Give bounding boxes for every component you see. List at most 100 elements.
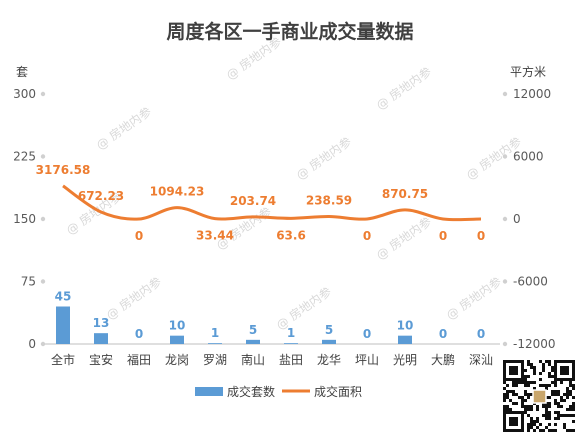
- qr-module: [548, 363, 551, 366]
- qr-module: [536, 417, 539, 420]
- qr-module: [527, 429, 530, 432]
- qr-module: [503, 378, 506, 381]
- qr-module: [512, 369, 515, 372]
- qr-module: [521, 420, 524, 423]
- qr-module: [554, 411, 557, 414]
- qr-module: [515, 402, 518, 405]
- qr-module: [503, 363, 506, 366]
- qr-module: [503, 429, 506, 432]
- bar: [284, 343, 298, 344]
- qr-module: [521, 396, 524, 399]
- qr-module: [503, 408, 506, 411]
- qr-module: [545, 387, 548, 390]
- qr-module: [557, 414, 560, 417]
- qr-module: [515, 360, 518, 363]
- qr-module: [536, 420, 539, 423]
- legend-label-line: 成交面积: [314, 384, 362, 399]
- qr-module: [554, 417, 557, 420]
- line-data-label: 63.6: [276, 228, 306, 242]
- qr-module: [563, 369, 566, 372]
- line-data-label: 0: [439, 229, 447, 243]
- bar: [322, 339, 336, 344]
- qr-module: [545, 384, 548, 387]
- qr-module: [509, 366, 512, 369]
- qr-module: [524, 369, 527, 372]
- qr-module: [530, 366, 533, 369]
- qr-module: [521, 369, 524, 372]
- qr-module: [554, 375, 557, 378]
- watermark-text: @ 房地内参: [373, 214, 434, 263]
- qr-module: [503, 420, 506, 423]
- chart-title: 周度各区一手商业成交量数据: [166, 20, 413, 43]
- qr-module: [530, 420, 533, 423]
- y-left-tick-mark: [40, 279, 46, 284]
- watermark-text: @ 房地内参: [103, 274, 164, 323]
- y-right-tick-mark: [502, 341, 508, 347]
- qr-module: [503, 426, 506, 429]
- qr-module: [554, 390, 557, 393]
- qr-module: [530, 363, 533, 366]
- qr-module: [527, 426, 530, 429]
- qr-module: [563, 399, 566, 402]
- qr-module: [566, 393, 569, 396]
- qr-module: [521, 429, 524, 432]
- qr-module: [503, 393, 506, 396]
- qr-module: [515, 411, 518, 414]
- qr-module: [551, 375, 554, 378]
- qr-module: [530, 381, 533, 384]
- qr-module: [572, 396, 575, 399]
- qr-module: [554, 378, 557, 381]
- qr-module: [521, 423, 524, 426]
- qr-module: [512, 390, 515, 393]
- qr-module: [554, 360, 557, 363]
- qr-module: [545, 426, 548, 429]
- qr-module: [563, 360, 566, 363]
- qr-module: [569, 414, 572, 417]
- qr-module: [512, 411, 515, 414]
- qr-module: [572, 375, 575, 378]
- qr-module: [521, 378, 524, 381]
- qr-module: [521, 399, 524, 402]
- qr-module: [563, 378, 566, 381]
- qr-module: [527, 384, 530, 387]
- qr-module: [506, 378, 509, 381]
- x-tick-label: 龙华: [317, 353, 341, 367]
- line-data-label: 672.23: [78, 189, 124, 203]
- qr-module: [512, 360, 515, 363]
- bar-data-label: 10: [397, 319, 414, 333]
- qr-module: [503, 396, 506, 399]
- watermark-text: @ 房地内参: [443, 274, 504, 323]
- qr-module: [509, 369, 512, 372]
- qr-module: [569, 393, 572, 396]
- qr-module: [530, 393, 533, 396]
- bar-data-label: 13: [93, 316, 110, 330]
- qr-module: [572, 369, 575, 372]
- qr-module: [515, 417, 518, 420]
- qr-module: [572, 405, 575, 408]
- qr-module: [512, 417, 515, 420]
- qr-module: [512, 423, 515, 426]
- qr-module: [521, 426, 524, 429]
- qr-module: [566, 408, 569, 411]
- qr-module: [503, 381, 506, 384]
- qr-module: [521, 366, 524, 369]
- qr-module: [512, 393, 515, 396]
- qr-module: [566, 378, 569, 381]
- bar-data-label: 5: [249, 323, 257, 337]
- y-left-tick-mark: [40, 154, 46, 159]
- qr-module: [533, 366, 536, 369]
- qr-module: [572, 408, 575, 411]
- qr-module: [539, 378, 542, 381]
- qr-module: [542, 405, 545, 408]
- qr-module: [515, 381, 518, 384]
- qr-module: [533, 381, 536, 384]
- qr-module: [521, 363, 524, 366]
- qr-module: [548, 423, 551, 426]
- qr-module: [554, 399, 557, 402]
- qr-module: [563, 426, 566, 429]
- qr-module: [527, 393, 530, 396]
- x-tick-label: 龙岗: [165, 353, 189, 367]
- qr-module: [515, 420, 518, 423]
- bar: [170, 335, 184, 344]
- qr-module: [566, 372, 569, 375]
